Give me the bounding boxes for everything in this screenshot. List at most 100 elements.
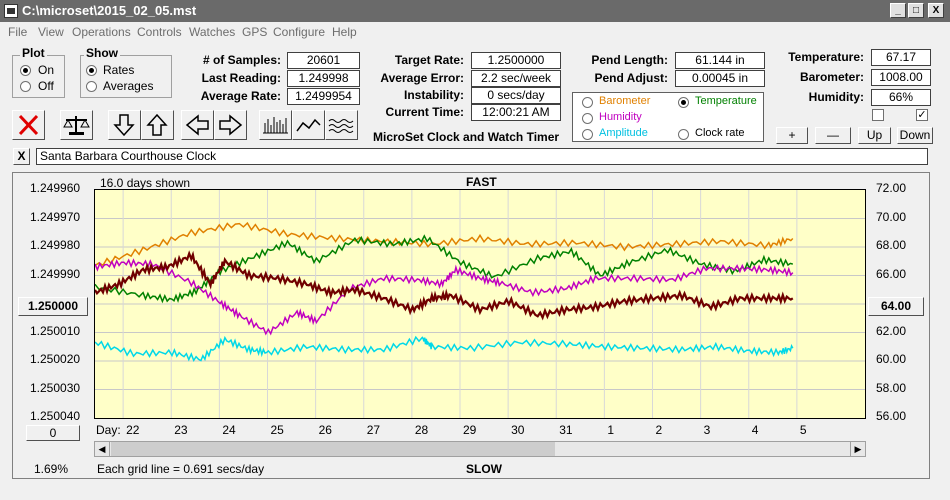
red-x-icon [18, 114, 39, 136]
menu-view[interactable]: View [38, 25, 64, 39]
menu-gps[interactable]: GPS [242, 25, 268, 39]
temperature-label: Temperature: [788, 50, 864, 64]
right-tick-label: 56.00 [876, 409, 907, 423]
offset-zero-button[interactable]: 0 [26, 425, 80, 441]
line-graph-icon [296, 118, 321, 132]
maximize-button[interactable]: □ [908, 3, 924, 18]
scroll-right-icon[interactable]: ▶ [850, 442, 865, 456]
right-tick-label: 66.00 [876, 266, 907, 281]
close-button[interactable]: X [928, 3, 944, 18]
scale-down-button[interactable]: Down [897, 127, 933, 144]
wave-graph-button[interactable] [325, 110, 358, 140]
target-rate-value: 1.2500000 [471, 52, 561, 69]
arrow-up-icon [146, 113, 168, 136]
center-temp-button[interactable]: 64.00 [868, 297, 924, 316]
average-error-value: 2.2 sec/week [471, 70, 561, 87]
arrow-left-icon [185, 114, 209, 136]
left-tick-label: 1.249970 [30, 209, 81, 224]
bar-graph-button[interactable] [259, 110, 292, 140]
clear-clock-name-button[interactable]: X [13, 148, 30, 165]
average-rate-label: Average Rate: [200, 89, 281, 103]
clock-rate-option-label: Clock rate [695, 127, 745, 139]
left-tick-label: 1.249980 [30, 238, 81, 252]
clock-name-input[interactable]: Santa Barbara Courthouse Clock [36, 148, 928, 165]
x-tick-label: 4 [751, 423, 759, 437]
move-up-button[interactable] [141, 110, 174, 140]
temperature-radio[interactable] [678, 97, 689, 108]
move-down-button[interactable] [108, 110, 141, 140]
menu-file[interactable]: File [8, 25, 28, 39]
left-checkbox[interactable] [872, 109, 884, 121]
scale-minus-button[interactable]: — [815, 127, 851, 144]
humidity-radio[interactable] [582, 113, 593, 124]
right-tick-label: 70.00 [876, 209, 907, 224]
x-tick-label: 2 [655, 423, 663, 437]
line-graph-button[interactable] [292, 110, 325, 140]
title-bar: C:\microset\2015_02_05.mst _ □ X [0, 0, 950, 22]
right-tick-label: 62.00 [876, 323, 907, 338]
move-right-button[interactable] [214, 110, 247, 140]
arrow-down-icon [113, 114, 135, 137]
samples-label: # of Samples: [202, 53, 281, 67]
pend-length-value: 61.144 in [675, 52, 765, 69]
minimize-button[interactable]: _ [890, 3, 906, 18]
menu-help[interactable]: Help [332, 25, 357, 39]
barometer-label: Barometer: [799, 70, 864, 84]
right-tick-label: 68.00 [876, 238, 907, 252]
last-reading-value: 1.249998 [287, 70, 360, 87]
amplitude-option-label: Amplitude [599, 127, 648, 139]
temperature-option-label: Temperature [695, 95, 757, 107]
left-tick-label: 1.250020 [30, 352, 81, 366]
clear-data-button[interactable] [12, 110, 45, 140]
plot-on-radio[interactable] [20, 65, 31, 76]
x-tick-label: 25 [270, 423, 284, 437]
show-rates-label: Rates [103, 63, 135, 77]
menu-controls[interactable]: Controls [137, 25, 182, 39]
scroll-thumb[interactable] [111, 442, 555, 456]
scroll-left-icon[interactable]: ◀ [95, 442, 110, 456]
left-tick-label: 1.249960 [30, 181, 81, 195]
menu-operations[interactable]: Operations [72, 25, 131, 39]
pend-adjust-value: 0.00045 in [675, 70, 765, 87]
barometer-value: 1008.00 [871, 69, 931, 86]
humidity-option-label: Humidity [599, 111, 642, 123]
show-averages-radio[interactable] [86, 81, 97, 92]
clock-rate-radio[interactable] [678, 129, 689, 140]
menu-watches[interactable]: Watches [189, 25, 236, 39]
app-icon [4, 4, 18, 18]
show-averages-label: Averages [103, 79, 154, 93]
center-rate-button[interactable]: 1.250000 [18, 297, 88, 316]
current-time-value: 12:00:21 AM [471, 104, 561, 121]
arrow-right-icon [219, 114, 243, 136]
right-tick-label: 72.00 [876, 181, 907, 195]
percent-label: 1.69% [34, 462, 69, 476]
wave-graph-icon [328, 119, 354, 133]
show-rates-radio[interactable] [86, 65, 97, 76]
menu-configure[interactable]: Configure [273, 25, 326, 39]
samples-value: 20601 [287, 52, 360, 69]
scale-plus-button[interactable]: + [776, 127, 808, 144]
x-tick-label: 5 [799, 423, 807, 437]
x-tick-label: 27 [366, 423, 381, 437]
balance-button[interactable] [60, 110, 93, 140]
window-title: C:\microset\2015_02_05.mst [22, 3, 197, 18]
barometer-option-label: Barometer [599, 95, 651, 107]
average-rate-value: 1.2499954 [287, 88, 360, 105]
target-rate-label: Target Rate: [394, 53, 464, 67]
barometer-radio[interactable] [582, 97, 593, 108]
x-tick-label: 1 [607, 423, 615, 437]
scale-up-button[interactable]: Up [858, 127, 891, 144]
sensor-options-box [572, 92, 764, 142]
x-tick-label: 3 [703, 423, 711, 437]
right-tick-label: 60.00 [876, 352, 907, 366]
series-line-0 [95, 221, 794, 267]
humidity-value: 66% [871, 89, 931, 106]
slow-label: SLOW [466, 462, 502, 476]
move-left-button[interactable] [181, 110, 214, 140]
plot-off-radio[interactable] [20, 81, 31, 92]
timeline-scrollbar[interactable]: ◀ ▶ [94, 441, 866, 457]
series-line-4 [95, 250, 794, 321]
pend-length-label: Pend Length: [591, 53, 668, 67]
amplitude-radio[interactable] [582, 129, 593, 140]
right-checkbox[interactable]: ✓ [916, 109, 928, 121]
